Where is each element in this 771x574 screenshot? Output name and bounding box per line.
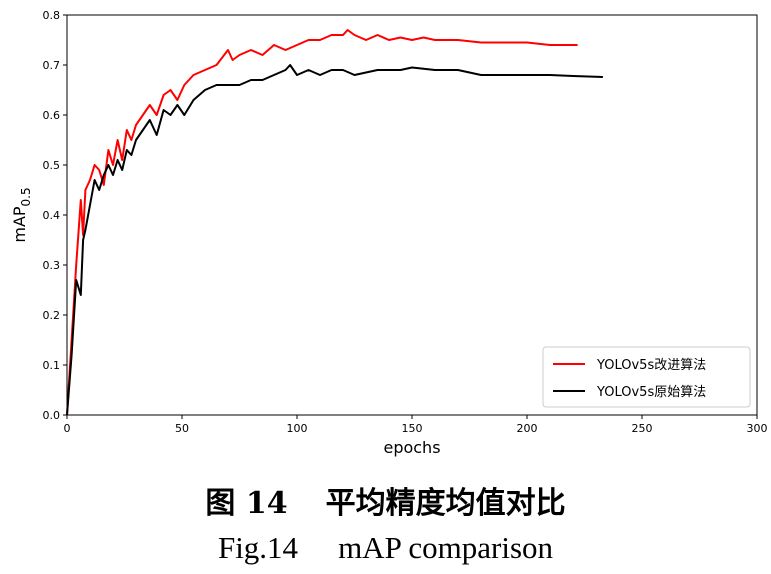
x-ticks: 0 50 100 150 200 250 300 [64, 415, 768, 435]
figure-title-english: mAP comparison [338, 530, 554, 565]
y-tick-label: 0.7 [43, 59, 61, 72]
series-line-original [66, 64, 603, 416]
x-tick-label: 200 [517, 422, 538, 435]
y-tick-label: 0.3 [43, 259, 61, 272]
legend: YOLOv5s改进算法 YOLOv5s原始算法 [542, 346, 751, 408]
x-axis-title: epochs [383, 438, 440, 457]
y-tick-label: 0.5 [43, 159, 61, 172]
figure-caption-english: Fig.14 mAP comparison [0, 530, 771, 566]
legend-label-original: YOLOv5s原始算法 [596, 385, 706, 400]
series-line-improved [66, 29, 578, 416]
figure-number-english: Fig.14 [217, 530, 299, 565]
y-tick-label: 0.1 [43, 359, 61, 372]
series-layer [66, 29, 603, 416]
x-tick-label: 300 [747, 422, 768, 435]
y-axis-title: mAP0.5 [10, 187, 33, 242]
figure-title-chinese: 平均精度均值对比 [325, 486, 566, 521]
y-axis-title-subscript: 0.5 [19, 187, 33, 206]
chart: 0 50 100 150 200 250 300 0.0 0.1 0.2 0.3 0.4 0.5 0.6… [10, 9, 768, 457]
figure-caption-chinese: 图 14 平均精度均值对比 [0, 478, 771, 522]
figure-number-chinese: 图 14 [205, 486, 288, 521]
x-tick-label: 100 [287, 422, 308, 435]
x-tick-label: 0 [64, 422, 71, 435]
x-tick-label: 250 [632, 422, 653, 435]
y-tick-label: 0.0 [43, 409, 61, 422]
y-tick-label: 0.2 [43, 309, 61, 322]
legend-box [542, 346, 751, 408]
y-tick-label: 0.6 [43, 109, 61, 122]
y-tick-label: 0.8 [43, 9, 61, 22]
x-tick-label: 50 [175, 422, 189, 435]
y-ticks: 0.0 0.1 0.2 0.3 0.4 0.5 0.6 0.7 0.8 [43, 9, 67, 422]
legend-label-improved: YOLOv5s改进算法 [596, 358, 706, 373]
y-tick-label: 0.4 [43, 209, 61, 222]
x-tick-label: 150 [402, 422, 423, 435]
y-axis-title-main: mAP [10, 206, 29, 243]
